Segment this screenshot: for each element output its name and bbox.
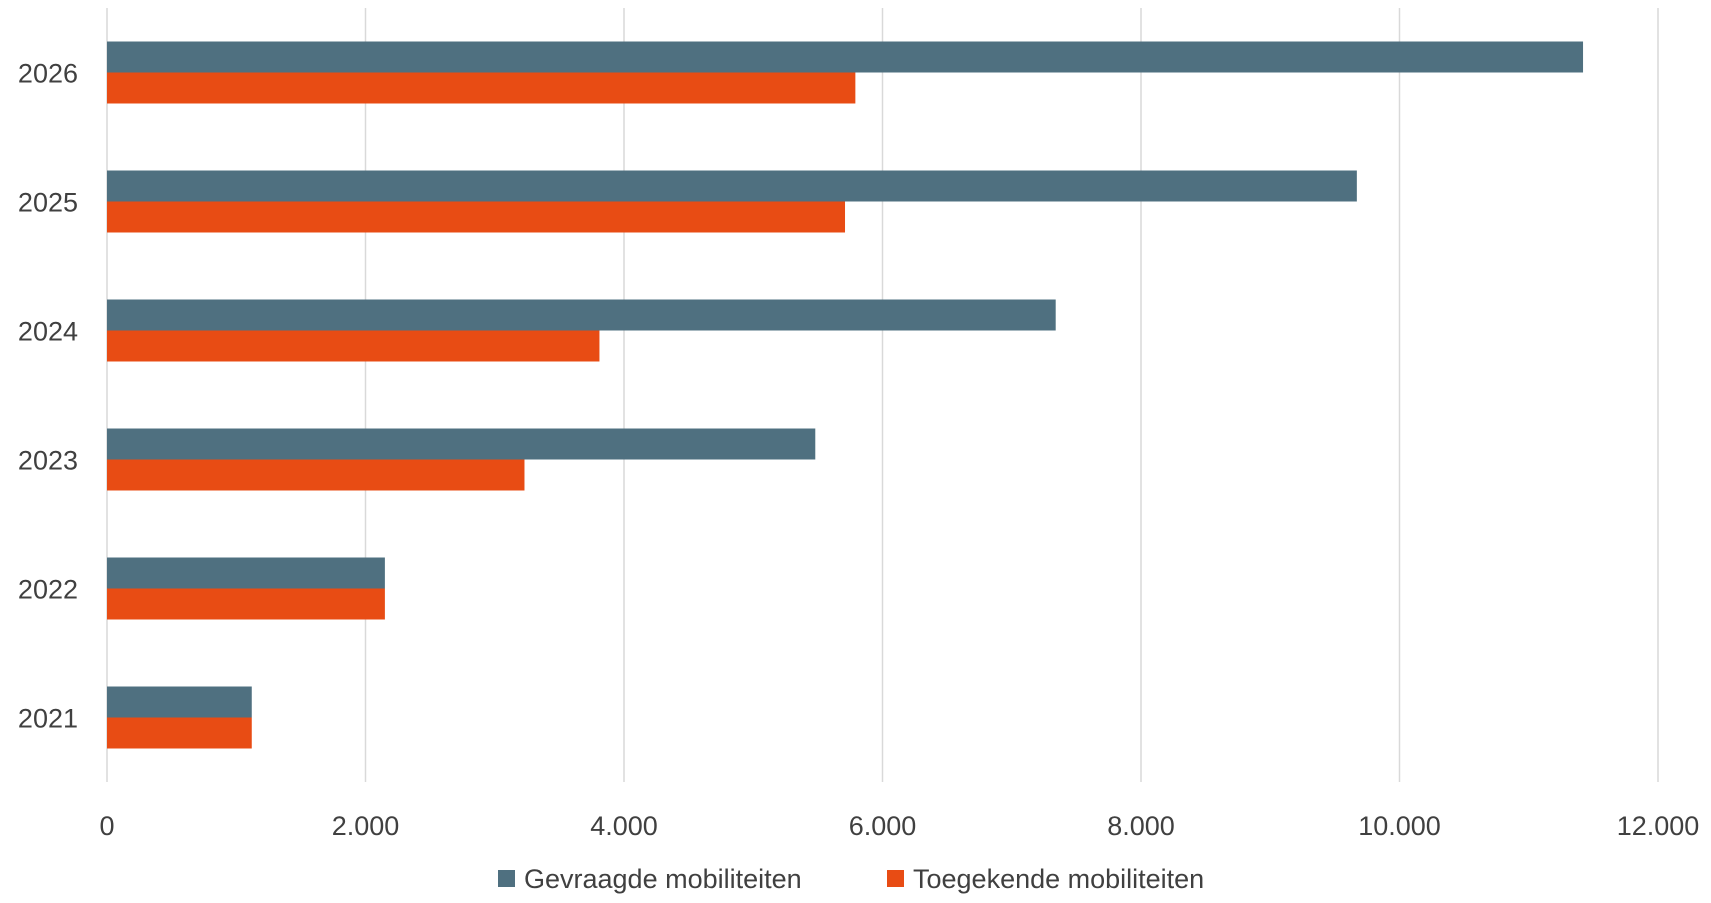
- x-axis-tick-labels: 0 2.000 4.000 6.000 8.000 10.000 12.000: [99, 811, 1699, 841]
- legend-swatch-toegekend: [887, 870, 904, 887]
- bar-gevraagd-2026: [107, 41, 1584, 73]
- bar-toegekend-2024: [107, 330, 600, 362]
- bars: [107, 41, 1584, 749]
- x-tick-label-0: 0: [99, 811, 114, 841]
- bar-toegekend-2022: [107, 588, 385, 620]
- y-tick-label-2021: 2021: [18, 704, 78, 734]
- bar-toegekend-2025: [107, 201, 846, 233]
- x-tick-label-1: 2.000: [332, 811, 400, 841]
- x-tick-label-2: 4.000: [590, 811, 658, 841]
- bar-toegekend-2023: [107, 459, 525, 491]
- legend: Gevraagde mobiliteiten Toegekende mobilit…: [498, 864, 1204, 894]
- y-tick-label-2026: 2026: [18, 59, 78, 89]
- x-tick-label-4: 8.000: [1107, 811, 1175, 841]
- y-tick-label-2022: 2022: [18, 575, 78, 605]
- y-tick-label-2025: 2025: [18, 188, 78, 218]
- x-tick-label-6: 12.000: [1617, 811, 1700, 841]
- y-axis-tick-labels: 2021 2022 2023 2024 2025 2026: [18, 59, 78, 734]
- x-tick-label-3: 6.000: [849, 811, 917, 841]
- bar-gevraagd-2021: [107, 686, 252, 718]
- x-tick-label-5: 10.000: [1358, 811, 1441, 841]
- bar-gevraagd-2023: [107, 428, 816, 460]
- bar-gevraagd-2024: [107, 299, 1056, 331]
- gridlines: [106, 8, 1659, 782]
- y-tick-label-2024: 2024: [18, 317, 78, 347]
- legend-label-toegekend: Toegekende mobiliteiten: [913, 864, 1204, 894]
- bar-gevraagd-2025: [107, 170, 1357, 202]
- y-tick-label-2023: 2023: [18, 446, 78, 476]
- bar-toegekend-2026: [107, 72, 856, 104]
- bar-gevraagd-2022: [107, 557, 385, 589]
- legend-swatch-gevraagd: [498, 870, 515, 887]
- bar-toegekend-2021: [107, 717, 252, 749]
- legend-label-gevraagd: Gevraagde mobiliteiten: [524, 864, 802, 894]
